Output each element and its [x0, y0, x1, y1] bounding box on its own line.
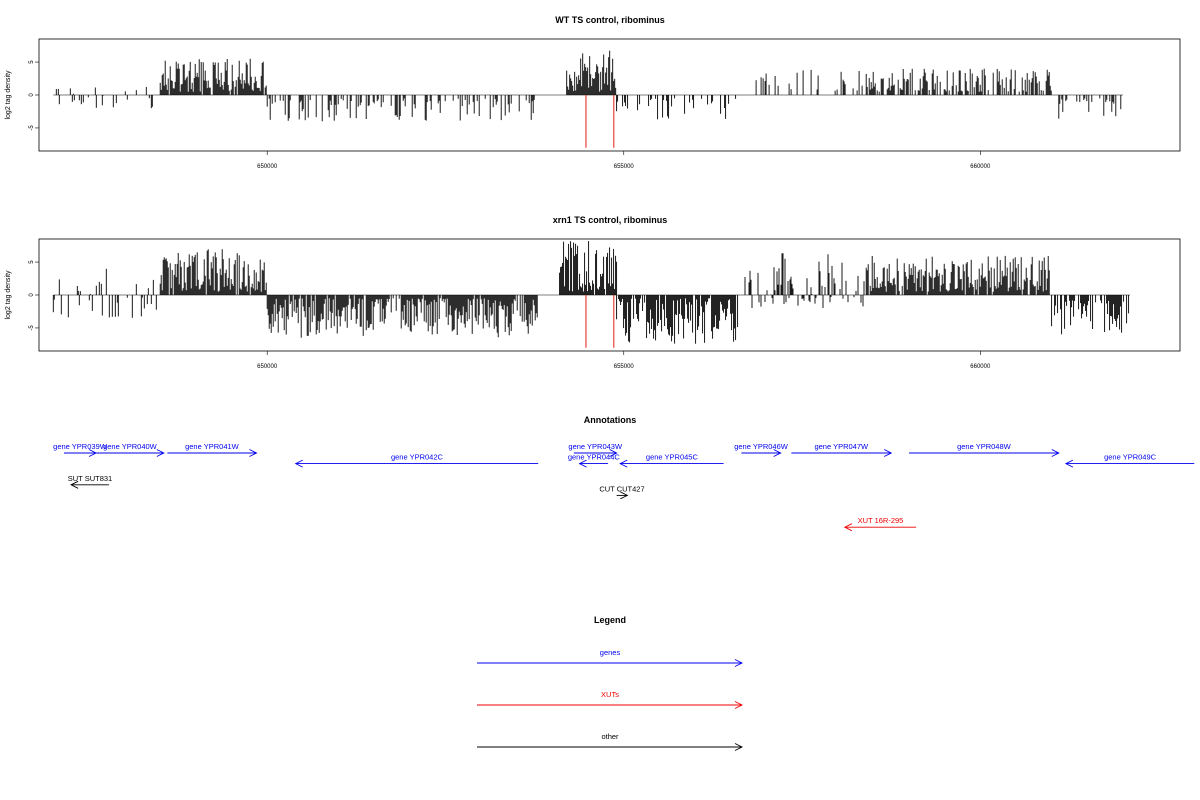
- feature-label: gene YPR044C: [568, 453, 621, 462]
- feature-arrow-head: [883, 449, 893, 457]
- feature-arrow-head: [773, 449, 782, 457]
- y-tick-label: 0: [29, 93, 35, 97]
- annotation-feature: gene YPR042C: [294, 453, 539, 468]
- legend-item: other: [477, 732, 744, 751]
- legend-items: genes XUTs other: [477, 648, 744, 751]
- xrn1-bars: [52, 241, 1131, 348]
- feature-label: gene YPR046W: [734, 442, 789, 451]
- legend-title: Legend: [594, 615, 626, 625]
- feature-label: gene YPR041W: [185, 442, 240, 451]
- wt-axes: -5 0 5 650000 655000 660000: [29, 60, 991, 170]
- feature-arrow-head: [294, 459, 303, 468]
- wt-y-axis-label: log2 tag density: [5, 70, 12, 120]
- feature-arrow-head: [609, 449, 618, 457]
- wt-bars: [53, 50, 1123, 148]
- annotation-feature: gene YPR049C: [1064, 453, 1195, 468]
- feature-arrow-head: [249, 449, 258, 457]
- y-tick-label: 0: [29, 293, 35, 297]
- feature-arrow-head: [620, 491, 629, 500]
- annotations-title: Annotations: [584, 415, 637, 425]
- annotation-feature: gene YPR047W: [791, 442, 893, 457]
- legend-label: XUTs: [601, 690, 619, 699]
- feature-arrow-head: [1064, 459, 1074, 468]
- legend-item: XUTs: [477, 690, 744, 709]
- annotation-feature: gene YPR044C: [568, 453, 621, 468]
- x-tick-label: 655000: [614, 164, 635, 170]
- legend-arrow-head: [734, 701, 744, 709]
- feature-label: SUT SUT831: [68, 474, 112, 483]
- legend: Legend genes XUTs other: [477, 615, 744, 751]
- feature-arrow-head: [70, 480, 79, 489]
- feature-arrow-head: [619, 459, 628, 468]
- feature-arrow-head: [156, 449, 165, 457]
- y-tick-label: -5: [29, 125, 35, 131]
- legend-label: genes: [600, 648, 621, 657]
- legend-arrow-head: [734, 659, 744, 667]
- wt-track-panel: WT TS control, ribominus log2 tag densit…: [5, 15, 1181, 170]
- x-tick-label: 650000: [257, 164, 278, 170]
- annotation-feature: SUT SUT831: [68, 474, 112, 489]
- feature-label: CUT CUT427: [599, 484, 644, 493]
- feature-label: gene YPR047W: [814, 442, 869, 451]
- feature-label: gene YPR042C: [391, 453, 444, 462]
- feature-label: gene YPR049C: [1104, 453, 1157, 462]
- annotation-feature: gene YPR048W: [909, 442, 1060, 457]
- feature-label: gene YPR043W: [568, 442, 623, 451]
- feature-arrow-head: [1051, 449, 1060, 457]
- annotation-feature: CUT CUT427: [599, 484, 645, 500]
- x-tick-label: 660000: [970, 364, 991, 370]
- y-tick-label: 5: [29, 60, 35, 64]
- annotation-feature: gene YPR045C: [619, 453, 724, 468]
- feature-arrow-head: [578, 459, 587, 468]
- x-tick-label: 650000: [257, 364, 278, 370]
- feature-label: gene YPR048W: [957, 442, 1012, 451]
- xrn1-axes: -5 0 5 650000 655000 660000: [29, 260, 991, 370]
- xrn1-y-axis-label: log2 tag density: [5, 270, 12, 320]
- wt-track-title: WT TS control, ribominus: [555, 15, 665, 25]
- xrn1-track-title: xrn1 TS control, ribominus: [553, 215, 668, 225]
- x-tick-label: 660000: [970, 164, 991, 170]
- annotation-feature: XUT 16R-295: [843, 516, 917, 532]
- x-tick-label: 655000: [614, 364, 635, 370]
- feature-arrow-head: [843, 523, 853, 532]
- annotation-feature: gene YPR041W: [167, 442, 258, 457]
- y-tick-label: -5: [29, 325, 35, 331]
- annotation-feature: gene YPR039W: [53, 442, 108, 457]
- feature-label: gene YPR040W: [103, 442, 158, 451]
- feature-label: gene YPR045C: [646, 453, 699, 462]
- feature-label: gene YPR039W: [53, 442, 108, 451]
- legend-label: other: [601, 732, 619, 741]
- annotation-feature: gene YPR046W: [734, 442, 789, 457]
- xrn1-track-panel: xrn1 TS control, ribominus log2 tag dens…: [5, 215, 1181, 370]
- annotation-feature: gene YPR043W: [568, 442, 623, 457]
- y-tick-label: 5: [29, 260, 35, 264]
- legend-item: genes: [477, 648, 744, 667]
- annotation-feature: gene YPR040W: [96, 442, 165, 457]
- legend-arrow-head: [734, 743, 744, 751]
- feature-label: XUT 16R-295: [858, 516, 904, 525]
